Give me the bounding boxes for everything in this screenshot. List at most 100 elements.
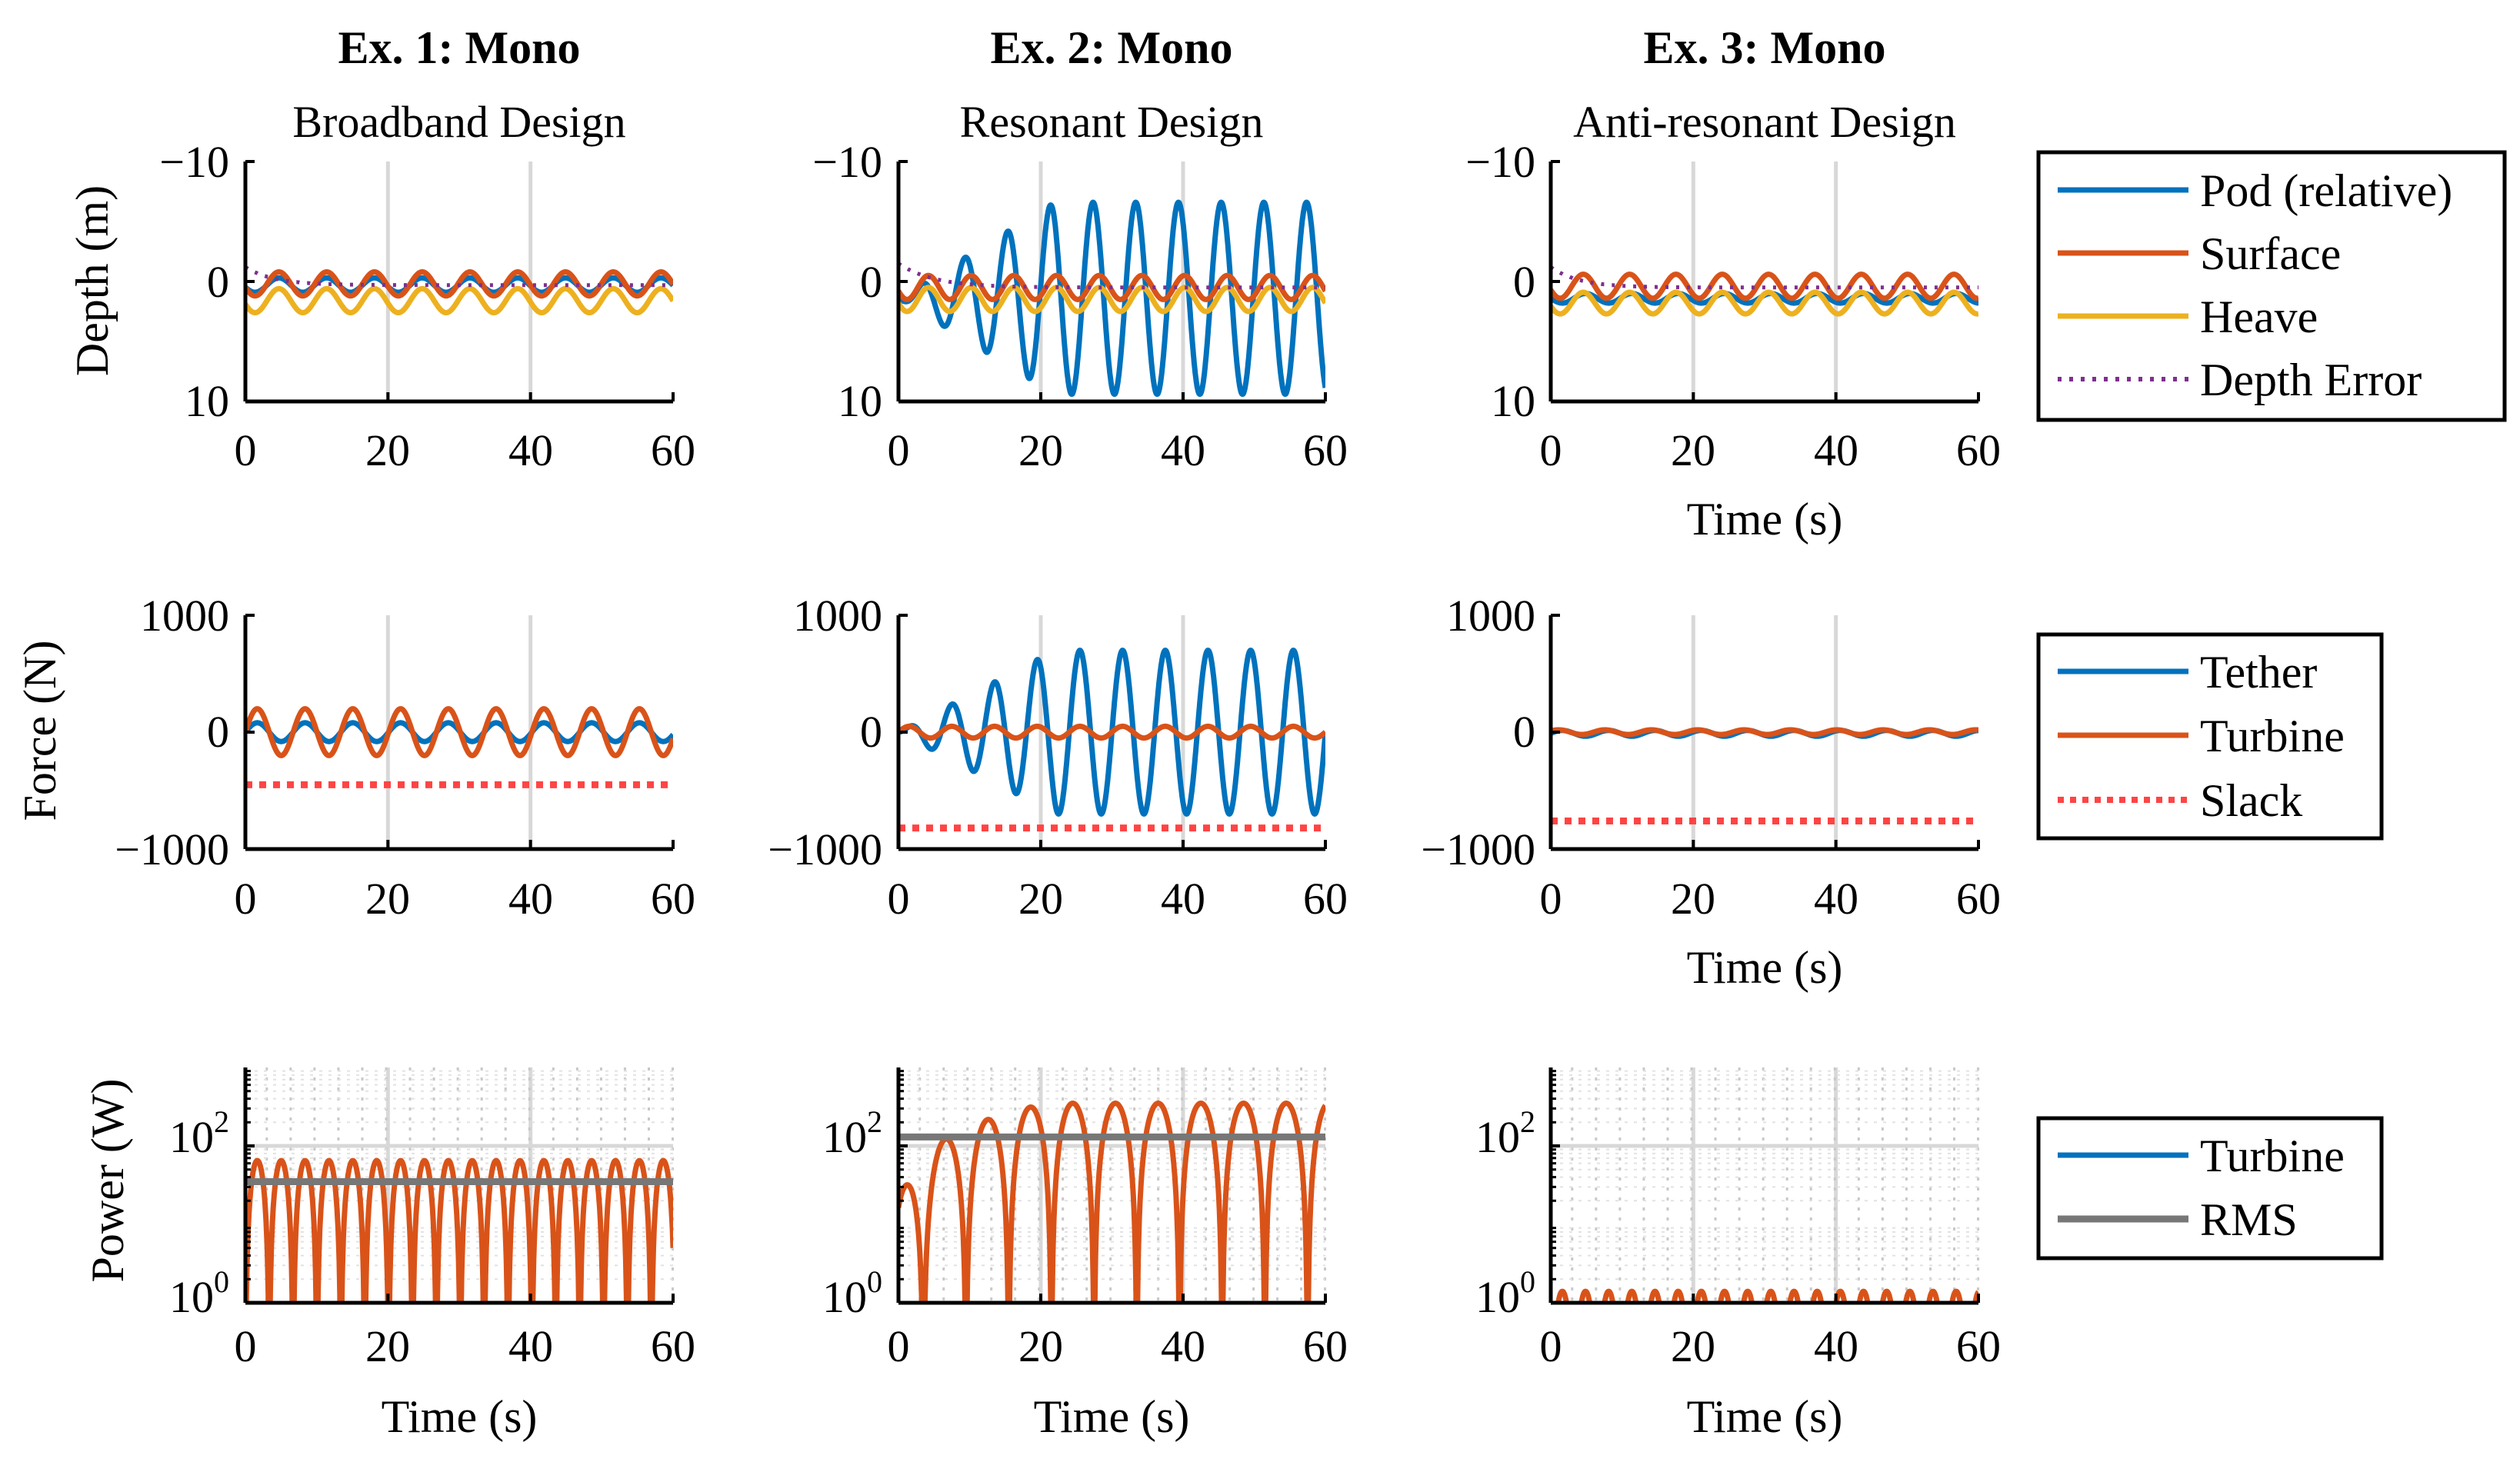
- axes: [896, 160, 1327, 404]
- x-tick-labels: 0 20 40 60: [888, 874, 1348, 924]
- xlabel-time: Time (s): [382, 1391, 538, 1442]
- series-group: [898, 1101, 1325, 1303]
- xlabel-time: Time (s): [1687, 494, 1843, 545]
- tick-base: 10: [1475, 1272, 1520, 1322]
- y-tick-label: −10: [812, 137, 882, 187]
- series-heave: [1551, 289, 1978, 317]
- x-tick-label: 60: [1956, 425, 2001, 475]
- xlabel-time: Time (s): [1687, 942, 1843, 993]
- x-tick-label: 40: [508, 425, 553, 475]
- legend-label: Heave: [2200, 291, 2318, 342]
- x-tick-label: 0: [235, 425, 257, 475]
- y-tick-label: 10: [1491, 376, 1535, 426]
- axes: [243, 160, 675, 404]
- panel-force-ex1: 1000 0 −1000 0 20 40 60: [115, 591, 695, 924]
- y-tick-label: 100: [169, 1264, 229, 1322]
- plot-area: [1548, 1067, 1980, 1305]
- panel-force-ex2: 1000 0 −1000 0 20 40 60: [768, 591, 1348, 924]
- column-subtitle-ex3: Anti-resonant Design: [1573, 97, 1956, 147]
- series-turbine: [1555, 1288, 1978, 1303]
- axes: [243, 614, 675, 851]
- series-group: [898, 199, 1325, 398]
- series-surface: [898, 272, 1325, 302]
- x-tick-label: 0: [1540, 874, 1562, 924]
- y-tick-labels: −10 0 10: [812, 137, 882, 426]
- y-tick-labels: 1000 0 −1000: [768, 591, 882, 874]
- y-tick-labels: 1000 0 −1000: [1421, 591, 1535, 874]
- panel-power-ex3: 102 100 0 20 40 60 Time (s): [1475, 1067, 2001, 1442]
- series-group: [245, 706, 673, 788]
- x-tick-label: 40: [508, 1321, 553, 1371]
- x-tick-label: 20: [1671, 874, 1715, 924]
- panel-power-ex2: 102 100 0 20 40 60 Time (s): [822, 1067, 1348, 1442]
- x-tick-label: 20: [1671, 425, 1715, 475]
- x-tick-labels: 0 20 40 60: [1540, 425, 2002, 475]
- row-labels: Depth (m) Force (N) Power (W): [15, 185, 133, 1283]
- series-turbine: [1551, 727, 1978, 738]
- y-tick-label: 10: [838, 376, 882, 426]
- x-tick-label: 20: [1018, 425, 1063, 475]
- x-tick-label: 20: [1018, 1321, 1063, 1371]
- tick-base: 10: [1475, 1112, 1520, 1162]
- tick-exponent: 2: [214, 1104, 229, 1139]
- x-tick-label: 60: [1956, 874, 2001, 924]
- legend-label: Turbine: [2200, 711, 2345, 761]
- x-tick-label: 0: [1540, 425, 1562, 475]
- x-tick-label: 60: [651, 1321, 695, 1371]
- x-tick-label: 60: [1303, 874, 1348, 924]
- x-tick-label: 0: [1540, 1321, 1562, 1371]
- ylabel-force: Force (N): [15, 641, 65, 821]
- x-tick-label: 0: [888, 425, 910, 475]
- x-tick-label: 20: [365, 425, 410, 475]
- plot-area: [896, 1067, 1327, 1305]
- gridlines: [1691, 162, 1838, 401]
- panel-force-ex3: 1000 0 −1000 0 20 40 60 Time (s): [1421, 591, 2001, 993]
- gridlines: [898, 1067, 1327, 1303]
- y-tick-label: 1000: [140, 591, 229, 641]
- axes: [1548, 1067, 1980, 1305]
- x-tick-label: 60: [1303, 425, 1348, 475]
- x-tick-label: 20: [1018, 874, 1063, 924]
- panel-depth-ex2: −10 0 10 0 20 40 60: [812, 137, 1348, 475]
- axes: [896, 1067, 1327, 1305]
- tick-base: 10: [822, 1272, 867, 1322]
- plot-area: [1548, 160, 1980, 404]
- tick-exponent: 0: [1520, 1264, 1535, 1299]
- series-group: [1551, 265, 1978, 317]
- plot-area: [1548, 614, 1980, 851]
- panel-depth-ex1: −10 0 10 0 20 40 60: [159, 137, 695, 475]
- legend-label: Tether: [2200, 647, 2317, 698]
- y-tick-label: 1000: [793, 591, 882, 641]
- series-surface: [1551, 271, 1978, 301]
- tick-base: 10: [169, 1272, 214, 1322]
- legend-label: Slack: [2200, 775, 2302, 826]
- xlabel-time: Time (s): [1687, 1391, 1843, 1442]
- panel-power-ex1: 102 100 0 20 40 60 Time (s): [169, 1067, 695, 1442]
- y-tick-label: 10: [185, 376, 229, 426]
- axes: [1548, 614, 1980, 851]
- x-tick-label: 40: [508, 874, 553, 924]
- column-subtitle-ex1: Broadband Design: [292, 97, 625, 147]
- legend-force: Tether Turbine Slack: [2036, 632, 2384, 841]
- x-tick-labels: 0 20 40 60: [1540, 1321, 2002, 1371]
- column-title-ex3: Ex. 3: Mono: [1644, 22, 1886, 73]
- y-tick-label: 0: [1513, 707, 1535, 757]
- legend-box: [2036, 150, 2507, 422]
- x-tick-label: 0: [235, 1321, 257, 1371]
- legend-depth: Pod (relative) Surface Heave Depth Error: [2036, 150, 2507, 422]
- plot-area: [896, 614, 1327, 851]
- x-tick-label: 60: [1956, 1321, 2001, 1371]
- tick-base: 10: [169, 1112, 214, 1162]
- plot-area: [896, 160, 1327, 404]
- y-tick-label: 102: [169, 1104, 229, 1162]
- y-tick-labels: −10 0 10: [1465, 137, 1535, 426]
- x-tick-labels: 0 20 40 60: [888, 425, 1348, 475]
- x-tick-labels: 0 20 40 60: [235, 874, 696, 924]
- series-group: [898, 648, 1325, 832]
- series-group: [245, 265, 673, 316]
- series-depth-error: [1551, 265, 1978, 290]
- x-tick-label: 40: [1161, 874, 1205, 924]
- x-tick-label: 0: [888, 1321, 910, 1371]
- x-tick-label: 60: [1303, 1321, 1348, 1371]
